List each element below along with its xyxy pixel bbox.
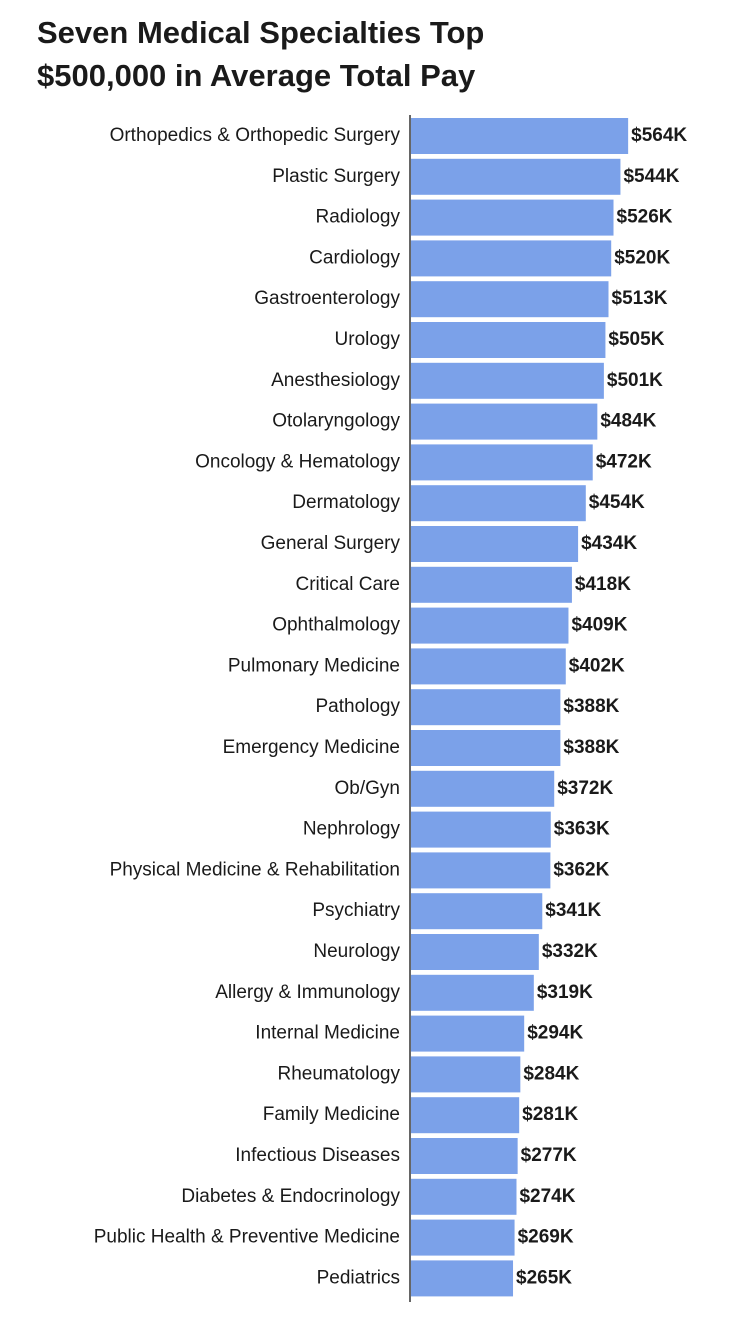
bar [411,118,629,154]
bar [411,526,579,562]
bar [411,730,561,766]
bar [411,566,572,603]
chart-title: Seven Medical Specialties Top [37,15,484,50]
category-label: Pathology [315,696,400,717]
bar [411,322,606,358]
category-label: Emergency Medicine [223,737,400,758]
value-label: $418K [575,574,631,595]
category-label: Anesthesiology [271,370,400,391]
value-label: $526K [617,207,673,228]
bar [411,852,551,889]
bar [411,607,569,644]
category-label: Nephrology [303,819,401,840]
value-label: $501K [607,370,663,391]
category-label: Otolaryngology [272,411,400,432]
category-label: Family Medicine [263,1104,400,1125]
bar [411,403,598,440]
value-label: $265K [516,1267,572,1288]
category-label: Orthopedics & Orthopedic Surgery [110,125,401,146]
bar [411,893,543,930]
category-label: Internal Medicine [255,1023,400,1044]
bar [411,1219,515,1256]
category-label: Allergy & Immunology [215,982,400,1003]
bar [411,362,604,399]
bar [411,1097,520,1134]
bar [411,1178,517,1215]
category-label: Plastic Surgery [272,166,400,187]
value-label: $402K [569,655,625,676]
category-label: Radiology [316,207,401,228]
category-label: Critical Care [295,574,400,595]
value-label: $277K [521,1145,577,1166]
bar [411,1015,525,1052]
bar [411,199,614,236]
value-label: $454K [589,492,645,513]
category-label: General Surgery [261,533,401,554]
bar [411,1056,521,1093]
bar [411,648,566,685]
category-label: Ob/Gyn [335,778,400,799]
value-label: $362K [553,859,609,880]
bar [411,240,612,277]
value-label: $472K [596,451,652,472]
category-label: Pulmonary Medicine [228,655,400,676]
bar [411,444,593,481]
category-label: Oncology & Hematology [195,451,400,472]
value-label: $434K [581,533,637,554]
bar [411,689,561,726]
category-label: Ophthalmology [272,615,400,636]
category-label: Public Health & Preventive Medicine [94,1227,400,1248]
value-label: $409K [571,615,627,636]
category-label: Infectious Diseases [235,1145,400,1166]
category-label: Dermatology [292,492,400,513]
category-label: Cardiology [309,247,400,268]
bar [411,770,555,807]
value-label: $319K [537,982,593,1003]
category-label: Psychiatry [312,900,400,921]
value-label: $544K [623,166,679,187]
bar [411,1138,518,1174]
bar [411,281,609,318]
value-label: $274K [519,1186,575,1207]
value-label: $269K [518,1227,574,1248]
bar [411,485,586,522]
value-label: $564K [631,125,687,146]
chart-title: $500,000 in Average Total Pay [37,58,476,93]
category-label: Rheumatology [277,1063,400,1084]
value-label: $520K [614,247,670,268]
bar [411,934,539,970]
category-label: Physical Medicine & Rehabilitation [110,859,400,880]
value-label: $341K [545,900,601,921]
bar [411,974,534,1011]
bar [411,158,621,195]
category-label: Neurology [313,941,400,962]
value-label: $332K [542,941,598,962]
value-label: $484K [600,411,656,432]
category-label: Urology [335,329,401,350]
category-label: Pediatrics [317,1267,400,1288]
value-label: $294K [527,1023,583,1044]
value-label: $388K [563,696,619,717]
category-label: Gastroenterology [254,288,400,309]
bar [411,811,551,848]
value-label: $363K [554,819,610,840]
value-label: $513K [612,288,668,309]
category-label: Diabetes & Endocrinology [181,1186,400,1207]
value-label: $388K [563,737,619,758]
value-label: $505K [608,329,664,350]
value-label: $281K [522,1104,578,1125]
value-label: $284K [523,1063,579,1084]
value-label: $372K [557,778,613,799]
bar [411,1260,514,1297]
